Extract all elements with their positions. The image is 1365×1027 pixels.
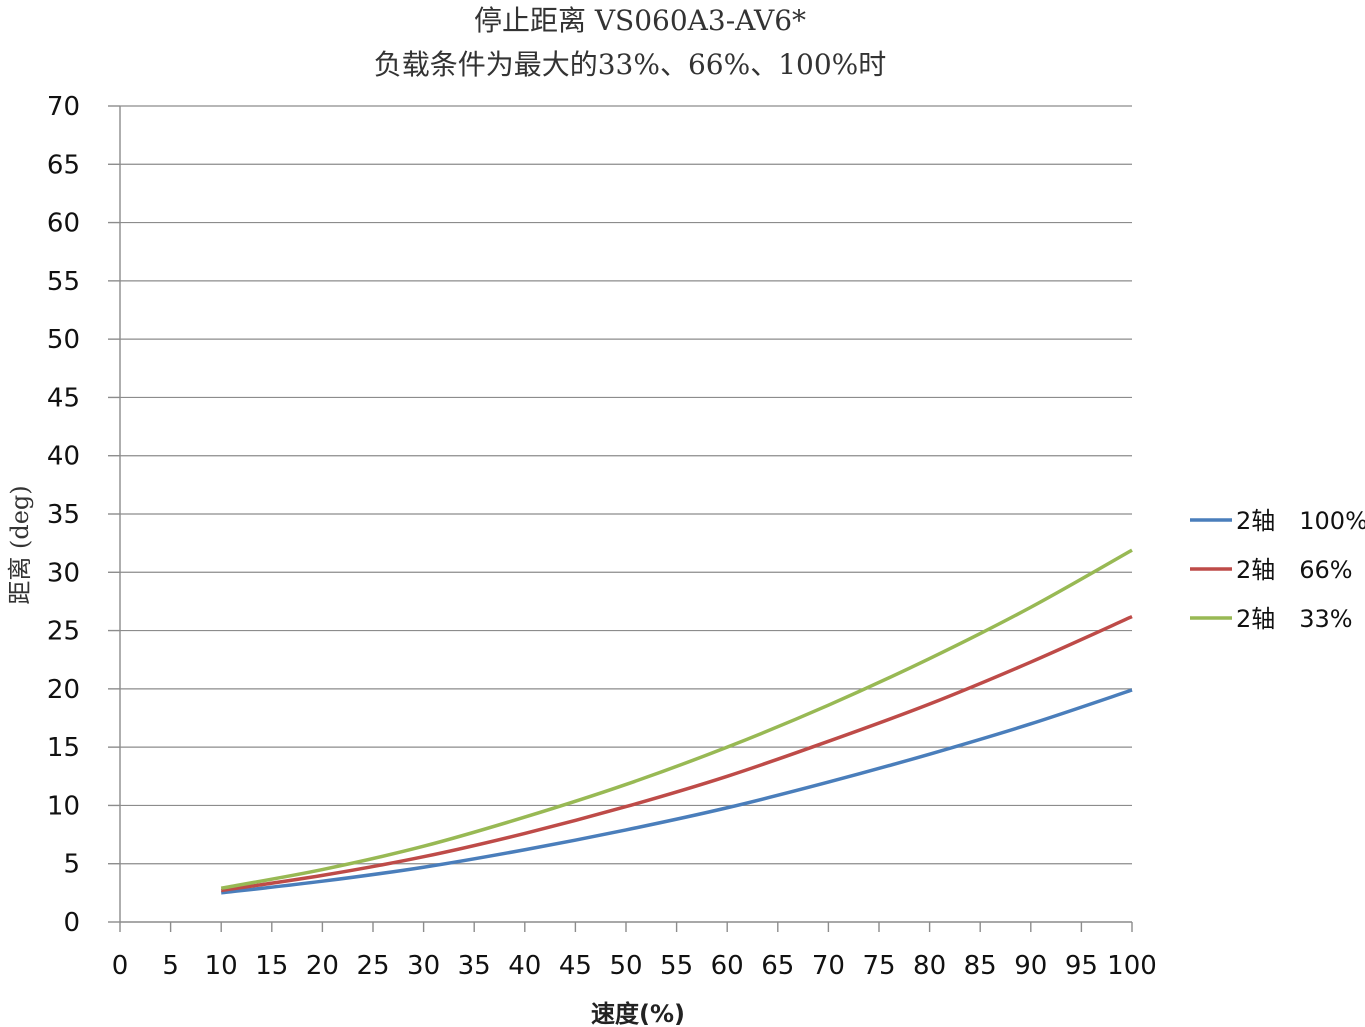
x-tick-label: 60 (711, 951, 744, 981)
x-tick-label: 75 (862, 951, 895, 981)
series-line-2 (220, 614, 1133, 893)
x-tick-label: 35 (458, 951, 491, 981)
x-tick-label: 70 (812, 951, 845, 981)
y-tick-label: 70 (47, 92, 80, 122)
axes: 0 5 10 15 20 25 30 35 40 45 50 55 60 65 70 0 5 10 15 20 25 30… (47, 92, 1157, 981)
x-tick-label: 95 (1065, 951, 1098, 981)
series-lines (220, 548, 1133, 895)
x-tick-label: 80 (913, 951, 946, 981)
x-tick-label: 15 (255, 951, 288, 981)
y-tick-label: 45 (47, 383, 80, 413)
y-tick-label: 15 (47, 733, 80, 763)
y-tick-label: 55 (47, 267, 80, 297)
y-tick-label: 5 (63, 850, 80, 880)
y-tick-label: 35 (47, 500, 80, 530)
y-tick-label: 40 (47, 442, 80, 472)
x-tick-label: 100 (1107, 951, 1157, 981)
x-tick-label: 90 (1014, 951, 1047, 981)
y-tick-label: 10 (47, 791, 80, 821)
x-tick-label: 85 (964, 951, 997, 981)
y-tick-label: 65 (47, 150, 80, 180)
legend-label-1: 2轴 100% (1236, 507, 1365, 535)
x-tick-label: 40 (508, 951, 541, 981)
y-tick-label: 0 (63, 908, 80, 938)
x-tick-label: 5 (162, 951, 179, 981)
legend-label-3: 2轴 33% (1236, 605, 1353, 633)
x-tick-label: 20 (306, 951, 339, 981)
x-tick-label: 10 (205, 951, 238, 981)
legend: 2轴 100% 2轴 66% 2轴 33% (1190, 507, 1365, 633)
y-tick-label: 20 (47, 675, 80, 705)
series-line-1 (220, 688, 1133, 895)
y-tick-label: 50 (47, 325, 80, 355)
y-tick-label: 60 (47, 209, 80, 239)
x-tick-label: 55 (660, 951, 693, 981)
legend-label-2: 2轴 66% (1236, 556, 1353, 584)
chart-title: 停止距离 VS060A3-AV6* (474, 4, 806, 37)
gridlines (120, 105, 1132, 865)
y-tick-label: 30 (47, 558, 80, 588)
y-axis-title: 距离 (deg) (6, 485, 34, 604)
x-tick-label: 30 (407, 951, 440, 981)
x-tick-label: 0 (112, 951, 129, 981)
x-tick-label: 65 (761, 951, 794, 981)
x-tick-label: 45 (559, 951, 592, 981)
chart-subtitle: 负载条件为最大的33%、66%、100%时 (374, 48, 887, 81)
x-axis-title: 速度(%) (591, 1000, 685, 1027)
x-tick-label: 25 (356, 951, 389, 981)
y-tick-label: 25 (47, 617, 80, 647)
series-line-3 (220, 548, 1133, 890)
x-tick-label: 50 (609, 951, 642, 981)
